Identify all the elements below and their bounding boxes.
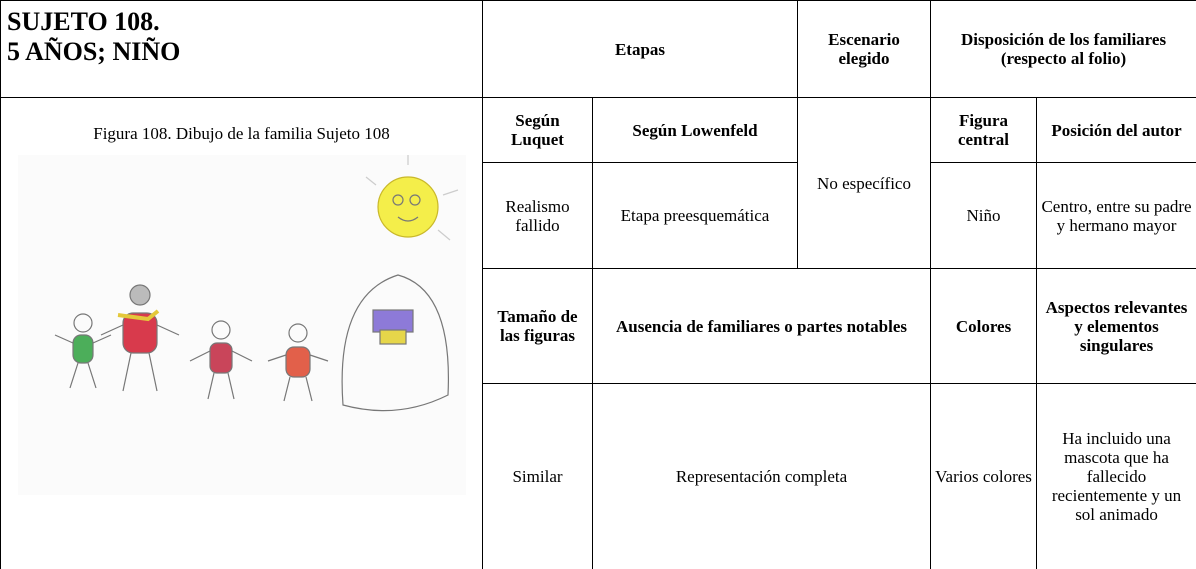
cell: Realismo fallido (482, 162, 593, 269)
cell: No específico (797, 97, 932, 269)
cell: Varios colores (930, 383, 1038, 569)
cell: Similar (482, 383, 593, 569)
cell: Centro, entre su padre y hermano mayor (1036, 162, 1196, 269)
cell: Aspectos relevantes y elementos singular… (1036, 268, 1196, 384)
cell: Tamaño de las figuras (482, 268, 593, 384)
family-drawing (17, 155, 466, 495)
cell: Niño (930, 162, 1038, 269)
row: Realismo fallido Etapa preesquemática Ni… (1, 162, 1196, 269)
sketch (54, 155, 458, 412)
cell: Colores (930, 268, 1038, 384)
cell: Representación completa (591, 383, 932, 569)
subject-line: 5 AÑOS; NIÑO (7, 37, 181, 66)
row: Tamaño de las figuras Ausencia de famili… (1, 268, 1196, 384)
figure-cell: Figura 108. Dibujo de la familia Sujeto … (0, 97, 483, 569)
cell: Según Lowenfeld (591, 97, 799, 163)
figure-caption: Figura 108. Dibujo de la familia Sujeto … (93, 124, 390, 143)
header-cell: Escenario elegido (797, 0, 932, 98)
header-cell: Disposición de los familiares (respecto a… (930, 0, 1196, 98)
subject-line: SUJETO 108. (7, 7, 160, 36)
cell: Figura central (930, 97, 1038, 163)
cell: Según Luquet (482, 97, 593, 163)
row: Similar Representación completa Varios c… (1, 383, 1196, 569)
header-row: SUJETO 108. 5 AÑOS; NIÑO Etapas Escenario… (0, 0, 1196, 98)
cell: Ausencia de familiares o partes notables (591, 268, 932, 384)
header-cell: Etapas (481, 0, 799, 98)
cell: Posición del autor (1036, 97, 1196, 163)
header-line: Disposición de los familiares (960, 30, 1167, 49)
cell: Ha incluido una mascota que ha fallecido… (1036, 383, 1196, 569)
header-line: (respecto al folio) (1000, 49, 1127, 68)
row: Figura 108. Dibujo de la familia Sujeto … (0, 97, 1196, 569)
subject-cell: SUJETO 108. 5 AÑOS; NIÑO (0, 0, 483, 98)
cell: Etapa preesquemática (591, 162, 799, 269)
